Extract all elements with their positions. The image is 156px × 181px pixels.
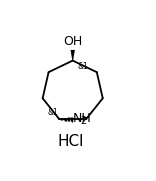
Text: NH: NH bbox=[73, 112, 92, 125]
Text: OH: OH bbox=[63, 35, 82, 48]
Polygon shape bbox=[71, 50, 75, 61]
Text: &1: &1 bbox=[77, 62, 88, 71]
Text: &1: &1 bbox=[47, 108, 58, 117]
Text: 2: 2 bbox=[80, 116, 86, 126]
Text: HCl: HCl bbox=[57, 134, 83, 150]
